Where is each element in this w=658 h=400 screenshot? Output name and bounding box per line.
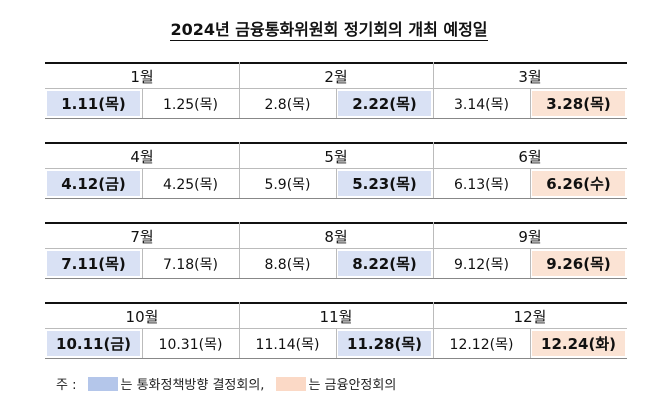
date-cell: 2.8(목) — [264, 96, 311, 113]
date-cell: 11.28(목) — [338, 331, 431, 356]
date-cell: 5.9(목) — [264, 176, 311, 193]
title-wrap: 2024년 금융통화위원회 정기회의 개최 예정일 — [0, 16, 658, 41]
note: 주 : 는 통화정책방향 결정회의, 는 금융안정회의 — [56, 374, 396, 393]
date-cell: 8.22(목) — [338, 251, 431, 276]
date-cell: 9.26(목) — [532, 251, 625, 276]
month-divider — [239, 302, 240, 358]
date-cell: 12.24(화) — [532, 331, 625, 356]
date-cell: 10.11(금) — [47, 331, 140, 356]
date-cell: 7.11(목) — [47, 251, 140, 276]
date-cell: 11.14(목) — [255, 336, 320, 353]
date-cell: 12.12(목) — [449, 336, 514, 353]
date-divider — [530, 248, 531, 278]
date-divider — [142, 88, 143, 118]
date-divider — [336, 88, 337, 118]
date-cell: 10.31(목) — [158, 336, 223, 353]
month-label: 10월 — [125, 307, 159, 326]
month-divider — [433, 62, 434, 118]
date-cell: 2.22(목) — [338, 91, 431, 116]
month-label: 1월 — [130, 67, 154, 86]
block-bottom-rule — [45, 278, 627, 279]
date-divider — [530, 328, 531, 358]
month-label: 9월 — [518, 227, 542, 246]
month-label: 5월 — [324, 147, 348, 166]
date-divider — [336, 328, 337, 358]
date-cell: 5.23(목) — [338, 171, 431, 196]
date-divider — [336, 168, 337, 198]
date-cell: 1.11(목) — [47, 91, 140, 116]
note-prefix: 주 : — [56, 378, 77, 393]
date-divider — [142, 248, 143, 278]
legend-label: 는 통화정책방향 결정회의, — [120, 378, 265, 393]
date-divider — [530, 168, 531, 198]
legend-swatch — [276, 376, 307, 391]
date-cell: 6.26(수) — [532, 171, 625, 196]
block-bottom-rule — [45, 358, 627, 359]
month-divider — [239, 142, 240, 198]
month-label: 4월 — [130, 147, 154, 166]
month-label: 8월 — [324, 227, 348, 246]
date-cell: 3.28(목) — [532, 91, 625, 116]
title: 2024년 금융통화위원회 정기회의 개최 예정일 — [170, 20, 488, 41]
date-cell: 7.18(목) — [163, 256, 218, 273]
block-top-rule — [45, 142, 627, 144]
block-top-rule — [45, 302, 627, 304]
month-divider — [433, 302, 434, 358]
month-label: 2월 — [324, 67, 348, 86]
block-top-rule — [45, 222, 627, 224]
date-cell: 8.8(목) — [264, 256, 311, 273]
month-label: 3월 — [518, 67, 542, 86]
date-cell: 1.25(목) — [163, 96, 218, 113]
block-top-rule — [45, 62, 627, 64]
date-divider — [142, 168, 143, 198]
date-divider — [530, 88, 531, 118]
date-divider — [336, 248, 337, 278]
month-label: 7월 — [130, 227, 154, 246]
month-divider — [433, 222, 434, 278]
month-label: 12월 — [513, 307, 547, 326]
date-cell: 9.12(목) — [454, 256, 509, 273]
date-cell: 4.12(금) — [47, 171, 140, 196]
block-bottom-rule — [45, 118, 627, 119]
date-divider — [142, 328, 143, 358]
date-cell: 6.13(목) — [454, 176, 509, 193]
legend-label: 는 금융안정회의 — [308, 378, 397, 393]
date-cell: 4.25(목) — [163, 176, 218, 193]
month-divider — [239, 222, 240, 278]
month-label: 6월 — [518, 147, 542, 166]
block-bottom-rule — [45, 198, 627, 199]
month-divider — [239, 62, 240, 118]
legend-swatch — [88, 376, 119, 391]
month-label: 11월 — [319, 307, 353, 326]
month-divider — [433, 142, 434, 198]
date-cell: 3.14(목) — [454, 96, 509, 113]
